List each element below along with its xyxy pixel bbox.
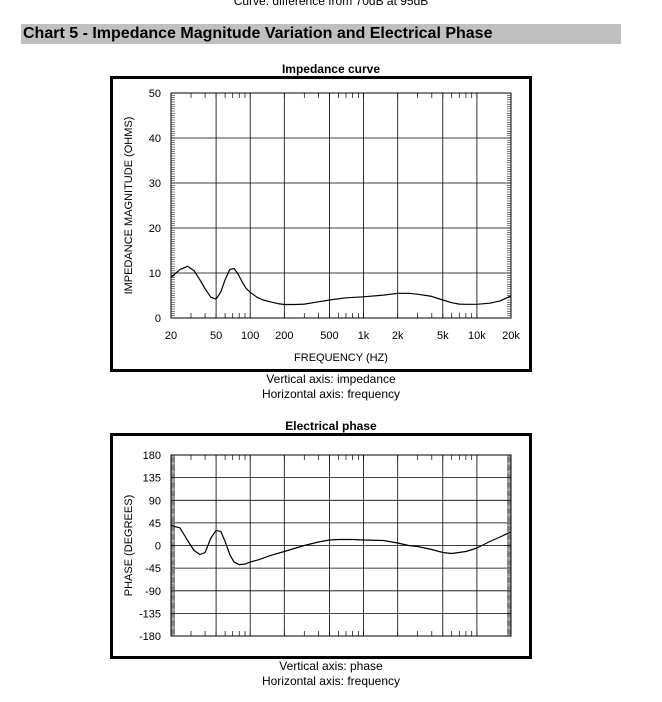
y-tick-label: 10 (149, 268, 161, 280)
impedance-chart: 0 10 20 30 40 50 20 50 100 200 500 1k 2k 5k 10k 20k FREQ… (123, 88, 520, 364)
y-axis-label: IMPEDANCE MAGNITUDE (OHMS) (123, 117, 135, 295)
series-line (170, 524, 512, 566)
x-tick-label: 500 (320, 330, 338, 342)
impedance-chart-frame: 0 10 20 30 40 50 20 50 100 200 500 1k 2k 5k 10k 20k FREQ… (110, 76, 532, 372)
y-tick-label: 30 (149, 178, 161, 190)
phase-chart: -180 -135 -90 -45 0 45 90 135 180 PHASE (DEGREES) (123, 450, 512, 643)
x-tick-label: 1k (358, 330, 370, 342)
phase-chart-title: Electrical phase (285, 419, 377, 433)
impedance-caption-vertical: Vertical axis: impedance (266, 372, 396, 386)
phase-caption-horizontal: Horizontal axis: frequency (261, 674, 401, 688)
phase-caption-vertical: Vertical axis: phase (279, 659, 383, 673)
impedance-caption-horizontal: Horizontal axis: frequency (261, 387, 401, 401)
section-title: Chart 5 - Impedance Magnitude Variation … (23, 25, 493, 42)
x-tick-label: 10k (468, 330, 486, 342)
y-tick-label: 90 (149, 495, 161, 507)
x-tick-label: 5k (437, 330, 449, 342)
y-tick-label: 0 (155, 541, 161, 553)
phase-chart-frame: -180 -135 -90 -45 0 45 90 135 180 PHASE (DEGREES) (110, 433, 532, 659)
y-tick-label: -180 (139, 631, 161, 643)
x-tick-label: 20k (502, 330, 520, 342)
series-line (170, 265, 512, 306)
x-tick-label: 2k (392, 330, 404, 342)
y-tick-label: 135 (143, 473, 161, 485)
impedance-chart-title: Impedance curve (281, 62, 381, 76)
plot-area-border (170, 92, 512, 319)
y-tick-label: 40 (149, 133, 161, 145)
y-tick-label: 180 (143, 450, 161, 462)
x-tick-label: 100 (241, 330, 259, 342)
y-tick-label: 20 (149, 223, 161, 235)
top-caption: Curve: difference from 70dB at 95dB (233, 0, 429, 8)
y-axis-label: PHASE (DEGREES) (123, 495, 135, 596)
plot-area-border (170, 454, 512, 637)
x-tick-label: 50 (210, 330, 222, 342)
x-axis-label: FREQUENCY (HZ) (294, 352, 388, 364)
y-tick-label: -45 (145, 563, 161, 575)
y-tick-label: 45 (149, 518, 161, 530)
y-tick-label: 0 (155, 313, 161, 325)
y-tick-label: -90 (145, 586, 161, 598)
x-tick-label: 20 (165, 330, 177, 342)
x-tick-label: 200 (275, 330, 293, 342)
y-tick-label: 50 (149, 88, 161, 100)
section-header: Chart 5 - Impedance Magnitude Variation … (21, 24, 621, 44)
y-tick-label: -135 (139, 608, 161, 620)
